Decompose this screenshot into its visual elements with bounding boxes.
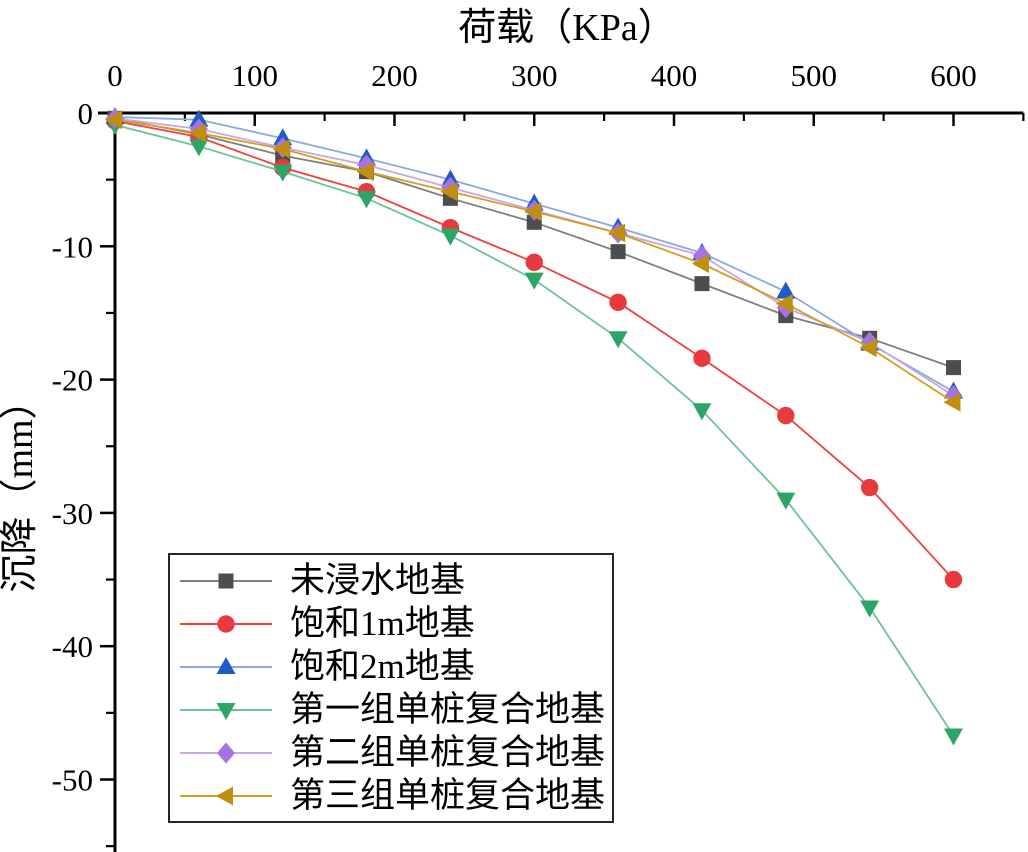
series-layer — [105, 106, 963, 746]
series-marker-triangle-left — [440, 182, 458, 202]
legend-marker-square-icon — [180, 573, 272, 588]
x-axis-title: 荷载（KPa） — [458, 7, 675, 49]
series-marker-triangle-down — [944, 728, 963, 746]
series-marker-circle — [777, 406, 795, 425]
series-marker-triangle-down — [860, 600, 880, 618]
x-tick-label: 0 — [107, 58, 123, 93]
legend: 未浸水地基饱和1m地基 饱和2m地基第一组单桩复合地基 第二组单桩复合地基 第三组单桩… — [168, 553, 614, 823]
legend-marker-triangle-up-icon — [180, 656, 272, 674]
series-marker-circle — [525, 253, 543, 271]
series-marker-triangle-down — [608, 331, 628, 349]
series-marker-triangle-left — [859, 338, 877, 358]
legend-label: 第三组单桩复合地基 — [290, 776, 606, 815]
series-marker-circle — [860, 478, 879, 497]
series-marker-circle — [609, 293, 627, 311]
series-marker-circle — [217, 614, 235, 633]
x-tick-label: 600 — [930, 58, 977, 93]
series-marker-square — [610, 244, 626, 260]
y-axis-title: 沉降（mm） — [0, 381, 41, 592]
legend-marker-diamond-icon — [180, 742, 272, 763]
series-marker-triangle-down — [524, 272, 544, 290]
series-marker-triangle-left — [943, 392, 961, 412]
series-marker-triangle-down — [440, 228, 460, 246]
legend-item-2: 饱和2m地基 — [176, 646, 612, 687]
series-marker-triangle-down — [776, 492, 796, 510]
y-tick-label: -30 — [52, 496, 93, 531]
series-marker-diamond — [217, 742, 235, 763]
series-marker-triangle-left — [216, 786, 233, 805]
series-marker-triangle-left — [105, 110, 122, 130]
series-marker-triangle-left — [691, 254, 709, 274]
series-marker-triangle-up — [189, 109, 209, 127]
series-marker-triangle-down — [216, 702, 236, 720]
x-tick-label: 500 — [791, 58, 838, 93]
x-tick-label: 400 — [651, 58, 698, 93]
series-line-0 — [114, 117, 954, 369]
series-marker-triangle-up — [776, 281, 796, 299]
series-marker-triangle-left — [188, 123, 206, 143]
series-marker-triangle-down — [273, 164, 293, 182]
legend-item-1: 饱和1m地基 — [176, 603, 612, 644]
series-marker-triangle-left — [356, 162, 374, 182]
legend-label: 第一组单桩复合地基 — [290, 690, 606, 729]
series-marker-diamond — [692, 245, 711, 267]
series-marker-triangle-up — [216, 656, 236, 674]
legend-item-5: 第三组单桩复合地基 — [176, 775, 612, 816]
series-marker-square — [694, 276, 710, 292]
series-marker-circle — [693, 349, 711, 367]
y-tick-label: -50 — [52, 763, 93, 798]
series-marker-triangle-left — [524, 202, 542, 222]
series-marker-triangle-left — [608, 223, 626, 243]
series-marker-circle — [944, 570, 963, 589]
legend-item-4: 第二组单桩复合地基 — [176, 732, 612, 773]
x-tick-label: 200 — [371, 58, 418, 93]
x-tick-label: 100 — [232, 58, 279, 93]
legend-label: 饱和2m地基 — [290, 647, 475, 686]
y-tick-label: -20 — [52, 363, 93, 398]
series-marker-triangle-down — [692, 403, 712, 421]
series-marker-square — [218, 573, 234, 588]
legend-marker-triangle-down-icon — [180, 702, 272, 720]
series-marker-triangle-left — [775, 294, 793, 314]
series-marker-triangle-down — [357, 191, 377, 209]
y-tick-label: -40 — [52, 629, 93, 664]
axes: 0 100 200 300 400 500 600 0 -10 -20 -30 -40 -50 — [52, 58, 1025, 852]
y-tick-label: -10 — [52, 229, 93, 264]
series-marker-triangle-left — [272, 139, 290, 159]
x-tick-label: 300 — [511, 58, 558, 93]
legend-label: 饱和1m地基 — [290, 604, 475, 643]
legend-item-0: 未浸水地基 — [176, 560, 612, 601]
legend-label: 未浸水地基 — [290, 561, 466, 600]
legend-item-3: 第一组单桩复合地基 — [176, 689, 612, 730]
series-marker-square — [946, 360, 961, 376]
series-marker-triangle-down — [189, 139, 209, 157]
legend-marker-circle-icon — [180, 614, 272, 633]
legend-marker-triangle-left-icon — [180, 786, 272, 805]
legend-label: 第二组单桩复合地基 — [290, 733, 606, 772]
y-tick-label: 0 — [78, 96, 94, 131]
series-line-1 — [114, 120, 955, 581]
